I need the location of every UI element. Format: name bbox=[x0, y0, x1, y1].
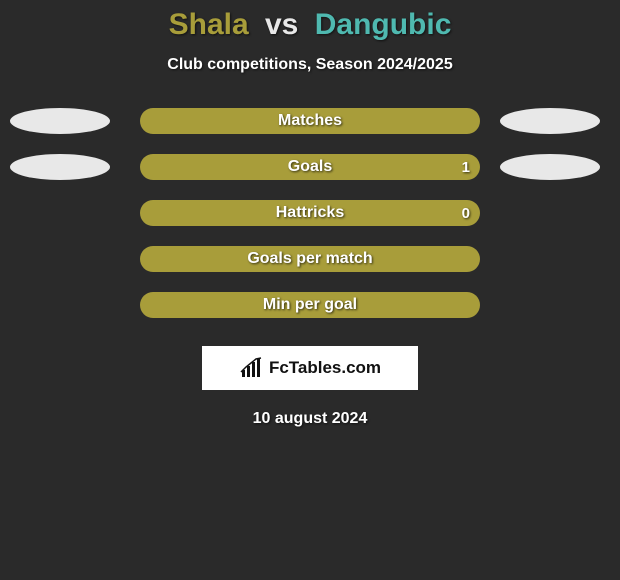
stat-label: Hattricks bbox=[276, 204, 344, 222]
footer-date: 10 august 2024 bbox=[0, 410, 620, 428]
title: Shala vs Dangubic bbox=[0, 8, 620, 42]
stat-row: Min per goal bbox=[0, 292, 620, 318]
stat-bar: Min per goal bbox=[140, 292, 480, 318]
stat-value: 0 bbox=[462, 205, 470, 222]
subtitle: Club competitions, Season 2024/2025 bbox=[0, 56, 620, 74]
brand-badge: FcTables.com bbox=[202, 346, 418, 390]
title-vs: vs bbox=[265, 8, 298, 41]
right-ellipse bbox=[500, 108, 600, 134]
left-ellipse bbox=[10, 154, 110, 180]
left-ellipse bbox=[10, 108, 110, 134]
stat-row: Goals 1 bbox=[0, 154, 620, 180]
title-player2: Dangubic bbox=[315, 8, 452, 41]
stat-bar: Goals per match bbox=[140, 246, 480, 272]
right-ellipse bbox=[500, 154, 600, 180]
brand-text: FcTables.com bbox=[269, 358, 381, 378]
stat-row: Goals per match bbox=[0, 246, 620, 272]
stat-label: Matches bbox=[278, 112, 342, 130]
chart-icon bbox=[239, 356, 263, 380]
stat-label: Goals bbox=[288, 158, 332, 176]
stat-bar: Matches bbox=[140, 108, 480, 134]
stat-bar: Hattricks 0 bbox=[140, 200, 480, 226]
stat-label: Goals per match bbox=[247, 250, 372, 268]
comparison-card: Shala vs Dangubic Club competitions, Sea… bbox=[0, 0, 620, 428]
stat-rows: Matches Goals 1 Hattricks 0 Goals per match Mi… bbox=[0, 108, 620, 318]
stat-row: Hattricks 0 bbox=[0, 200, 620, 226]
stat-value: 1 bbox=[462, 159, 470, 176]
title-player1: Shala bbox=[169, 8, 249, 41]
stat-row: Matches bbox=[0, 108, 620, 134]
stat-bar: Goals 1 bbox=[140, 154, 480, 180]
stat-label: Min per goal bbox=[263, 296, 357, 314]
